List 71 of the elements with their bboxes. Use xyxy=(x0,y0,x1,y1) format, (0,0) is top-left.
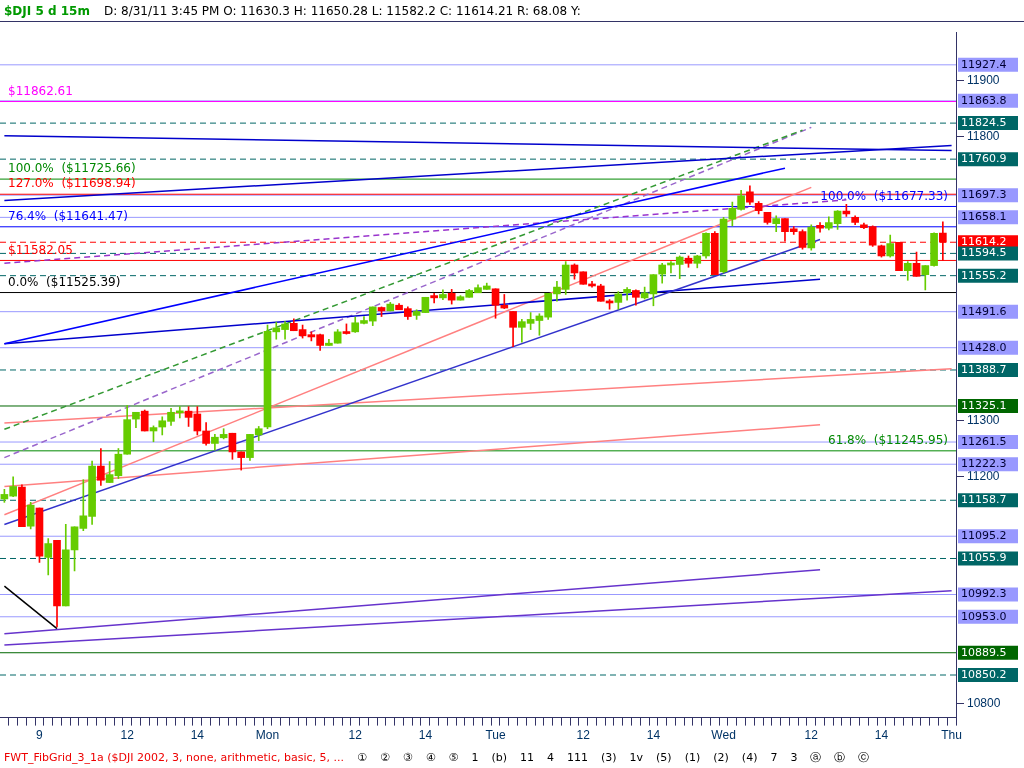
y-tick-label: 11200 xyxy=(967,469,1000,484)
text: ④ xyxy=(425,750,436,764)
ref-line-label: 11927.4 xyxy=(961,57,1007,71)
text: ⓐ xyxy=(810,749,822,765)
x-tick-label: Tue xyxy=(485,728,506,743)
ref-line-label: 10953.0 xyxy=(961,609,1007,623)
annotation: $11582.05 xyxy=(8,242,73,257)
x-tick-label: 14 xyxy=(418,728,433,743)
text: (b) xyxy=(491,750,507,764)
annotation: 127.0% ($11698.94) xyxy=(8,176,136,191)
ref-line-label: 11158.7 xyxy=(961,493,1007,507)
y-tick-label: 11300 xyxy=(967,412,1000,427)
x-tick-label: 12 xyxy=(120,728,135,743)
text: 3 xyxy=(790,750,798,764)
x-tick-label: 14 xyxy=(190,728,205,743)
ref-line-label: 11594.5 xyxy=(961,246,1007,260)
text: (2) xyxy=(713,750,729,764)
ref-line-label: 11555.2 xyxy=(961,268,1007,282)
ref-line-label: 10850.2 xyxy=(961,667,1007,681)
text: (3) xyxy=(600,750,617,764)
annotation: 76.4% ($11641.47) xyxy=(8,208,129,223)
text: 111 xyxy=(566,750,588,764)
x-tick-label: 12 xyxy=(804,728,819,743)
annotation: 0.0% ($11525.39) xyxy=(8,274,121,289)
ref-line-label: 10992.3 xyxy=(961,587,1007,601)
ref-line-label: 11614.2 xyxy=(961,235,1007,249)
y-tick-label: 11900 xyxy=(967,72,1000,87)
ref-line-label: 11222.3 xyxy=(961,457,1007,471)
ref-line-label: 11261.5 xyxy=(961,434,1007,448)
ref-line-label: 11697.3 xyxy=(961,188,1007,202)
text: ⓑ xyxy=(834,749,846,765)
text: 1v xyxy=(629,750,644,764)
text: (5) xyxy=(656,750,672,764)
text: ⑤ xyxy=(448,750,459,764)
ref-line-label: 11863.8 xyxy=(961,93,1007,107)
annotation: 100.0% ($11725.66) xyxy=(8,161,136,176)
text: (4) xyxy=(741,750,758,764)
annotation: $11862.61 xyxy=(8,83,73,98)
x-tick-label: Thu xyxy=(941,728,962,743)
text: (1) xyxy=(684,750,701,764)
text: 7 xyxy=(770,750,778,764)
text: 4 xyxy=(546,750,554,764)
text: ⓒ xyxy=(858,749,870,765)
ref-line-label: 11388.7 xyxy=(961,362,1007,376)
text: ② xyxy=(379,750,390,764)
ref-line-label: 11491.6 xyxy=(961,304,1007,318)
text: 1 xyxy=(471,750,479,764)
ref-line-label: 11658.1 xyxy=(961,210,1007,224)
x-tick-label: 14 xyxy=(646,728,661,743)
ref-line-label: 11824.5 xyxy=(961,115,1007,129)
chart-title: $DJI 5 d 15m xyxy=(4,3,90,18)
ref-line-label: 11428.0 xyxy=(961,340,1007,354)
text: 11 xyxy=(519,750,534,764)
x-tick-label: 9 xyxy=(36,728,44,743)
x-tick-label: 12 xyxy=(576,728,591,743)
ref-line-label: 11760.9 xyxy=(961,152,1007,165)
x-tick-label: Mon xyxy=(255,728,280,743)
text: FWT_FibGrid_3_1a ($DJI 2002, 3, none, arithmetic, basic, 5, ... xyxy=(4,750,344,764)
ref-line-label: 11095.2 xyxy=(961,529,1007,543)
y-tick-label: 10800 xyxy=(967,695,1001,710)
text: ① xyxy=(357,750,367,764)
x-tick-label: Wed xyxy=(711,728,736,743)
x-tick-label: 12 xyxy=(348,728,363,743)
ref-line-label: 11055.9 xyxy=(961,551,1007,565)
y-tick-label: 11800 xyxy=(967,129,1000,144)
x-tick-label: 14 xyxy=(874,728,889,743)
ref-line-label: 10889.5 xyxy=(961,645,1007,659)
chart-subtitle: D: 8/31/11 3:45 PM O: 11630.3 H: 11650.28 L: 11582.2 C: 11614.21 R: 68.08 Y: xyxy=(103,3,581,18)
annotation: 61.8% ($11245.95) xyxy=(827,432,949,447)
text: ③ xyxy=(402,750,413,764)
ref-line-label: 11325.1 xyxy=(961,398,1007,412)
